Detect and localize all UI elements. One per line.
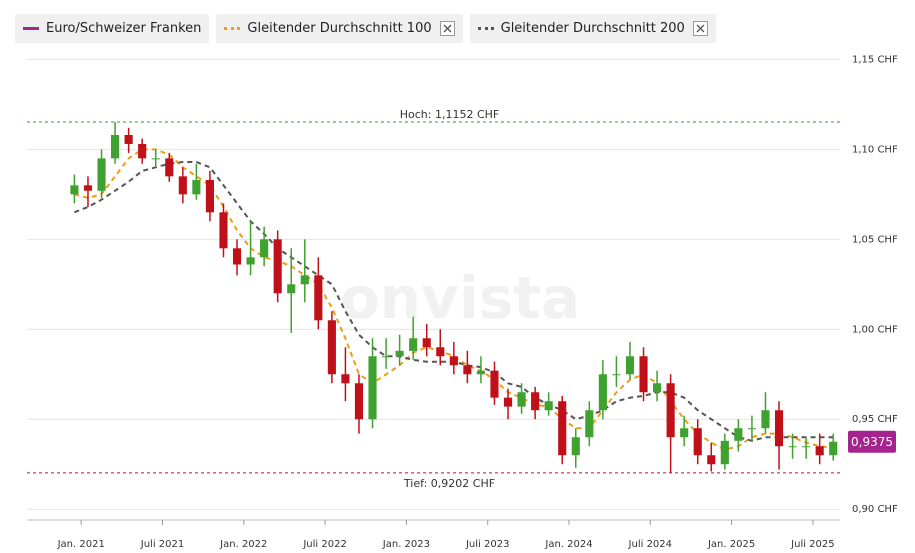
x-tick-label: Jan. 2024: [544, 539, 592, 550]
annotation-label: Tief: 0,9202 CHF: [403, 477, 495, 490]
candle-body: [395, 350, 404, 357]
candle-body: [124, 134, 133, 144]
y-tick-label: 0,90 CHF: [852, 504, 898, 515]
candle-body: [666, 383, 675, 438]
y-tick-label: 1,00 CHF: [852, 324, 898, 335]
legend-item[interactable]: Euro/Schweizer Franken: [15, 14, 210, 43]
candle-body: [788, 446, 797, 448]
legend-swatch: [224, 27, 241, 30]
x-tick-label: Jan. 2023: [382, 539, 430, 550]
watermark: onvista: [340, 264, 580, 332]
candle-body: [815, 446, 824, 456]
candle-body: [368, 356, 377, 420]
candle-body: [761, 410, 770, 429]
candle-body: [436, 347, 445, 357]
candle-body: [774, 410, 784, 447]
legend-item[interactable]: Gleitender Durchschnitt 100: [216, 14, 463, 43]
x-tick-label: Juli 2023: [465, 539, 509, 550]
legend-item[interactable]: Gleitender Durchschnitt 200: [469, 14, 716, 43]
candle-body: [246, 257, 255, 265]
candle-body: [544, 401, 553, 411]
x-tick-label: Jan. 2021: [57, 539, 105, 550]
moving-average-line: [74, 148, 834, 451]
candle-body: [612, 374, 621, 376]
legend: Euro/Schweizer Franken Gleitender Durchsc…: [15, 14, 716, 43]
y-tick-label: 0,95 CHF: [852, 414, 898, 425]
last-value-label: 0,9375: [851, 435, 893, 449]
candle-body: [829, 441, 838, 456]
candle-body: [476, 370, 485, 375]
candle-body: [802, 446, 811, 448]
candle-body: [178, 176, 187, 195]
candle-body: [192, 179, 201, 195]
legend-close-button[interactable]: [439, 21, 455, 36]
candle-body: [327, 320, 336, 375]
candle-body: [558, 401, 567, 456]
candle-body: [111, 134, 120, 159]
candle-body: [598, 374, 607, 411]
candle-body: [720, 440, 729, 465]
candle-body: [680, 428, 689, 438]
candle-body: [585, 410, 594, 438]
y-tick-label: 1,10 CHF: [852, 144, 898, 155]
legend-label: Gleitender Durchschnitt 200: [500, 21, 685, 36]
x-tick-label: Jan. 2025: [707, 539, 755, 550]
candle-body: [693, 428, 702, 456]
candle-body: [463, 365, 472, 375]
candle-body: [314, 275, 323, 321]
last-value-badge: [848, 430, 896, 453]
candle-body: [260, 239, 269, 258]
candle-body: [571, 437, 580, 456]
candle-body: [83, 185, 93, 191]
candle-body: [531, 392, 540, 411]
candle-body: [747, 428, 756, 430]
candle-body: [138, 143, 147, 159]
candle-body: [165, 158, 174, 177]
legend-label: Gleitender Durchschnitt 100: [247, 21, 432, 36]
candle-body: [639, 356, 648, 393]
x-tick-label: Jan. 2022: [219, 539, 267, 550]
candle-body: [382, 356, 391, 358]
legend-close-button[interactable]: [692, 21, 708, 36]
candle-body: [449, 356, 458, 366]
x-tick-label: Juli 2021: [140, 539, 184, 550]
candle-body: [653, 383, 662, 393]
x-tick-label: Juli 2025: [790, 539, 834, 550]
y-tick-label: 1,05 CHF: [852, 234, 898, 245]
x-tick-label: Juli 2022: [302, 539, 346, 550]
candle-body: [734, 428, 743, 441]
candle-body: [341, 374, 350, 384]
legend-label: Euro/Schweizer Franken: [46, 21, 202, 36]
candle-body: [354, 383, 364, 420]
candle-body: [219, 212, 228, 249]
candle-body: [232, 248, 242, 265]
candle-body: [300, 275, 309, 285]
candle-body: [205, 179, 214, 213]
candle-body: [70, 185, 79, 195]
candle-body: [273, 239, 282, 294]
annotation-label: Hoch: 1,1152 CHF: [400, 108, 500, 121]
candle-body: [625, 356, 635, 375]
y-tick-label: 1,15 CHF: [852, 54, 898, 65]
legend-swatch: [477, 27, 494, 30]
candle-body: [707, 455, 716, 465]
candle-body: [151, 158, 160, 160]
candle-body: [97, 158, 106, 191]
candle-body: [517, 392, 526, 407]
candle-body: [409, 338, 418, 351]
candle-body: [422, 338, 431, 348]
x-tick-label: Juli 2024: [628, 539, 672, 550]
candle-body: [287, 284, 296, 294]
candle-body: [503, 397, 513, 407]
legend-swatch: [23, 27, 39, 30]
candle-body: [490, 370, 499, 398]
